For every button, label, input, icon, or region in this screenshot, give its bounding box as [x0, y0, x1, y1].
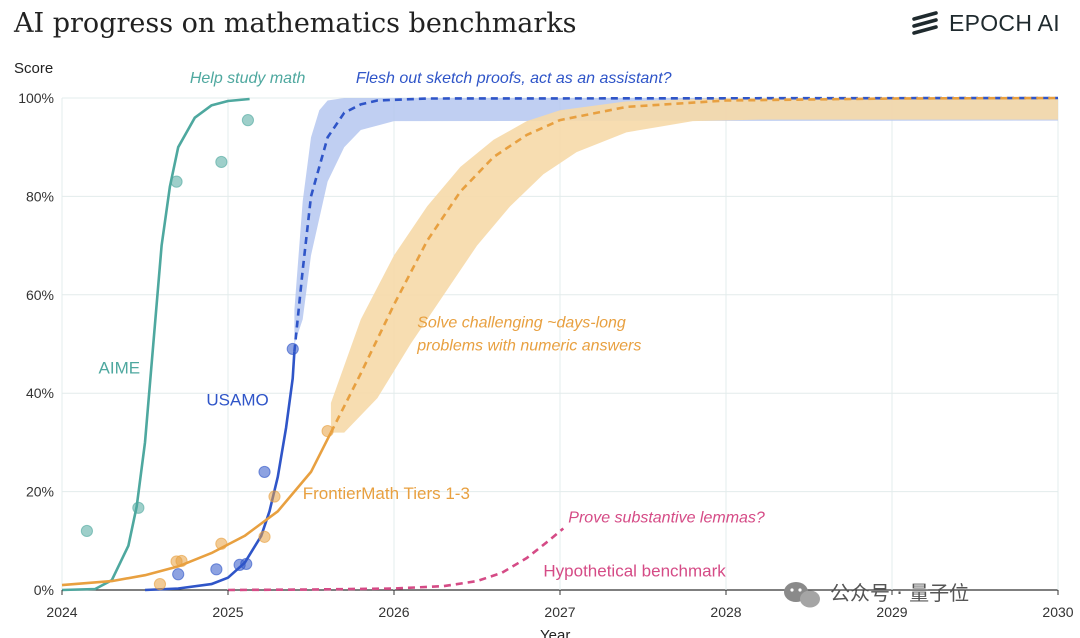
frontiermath-tiers-1-3-projection-line: [329, 96, 1059, 434]
wechat-icon: [784, 582, 820, 608]
usamo-data-point: [258, 465, 271, 479]
y-tick-label: 20%: [26, 484, 54, 500]
annotation-help-study-math: Help study math: [190, 70, 306, 87]
usamo-confidence-band: [294, 98, 1058, 344]
usamo-data-point: [210, 563, 223, 576]
usamo-data-point: [172, 568, 185, 581]
frontiermath-tiers-1-3-fit-line: [61, 432, 333, 587]
frontiermath-tiers-1-3-data-point: [258, 530, 271, 543]
watermark-text: 公众号 · 量子位: [830, 581, 969, 605]
usamo-data-point: [286, 342, 299, 356]
y-tick-label: 60%: [26, 287, 54, 303]
y-axis-title: Score: [14, 60, 53, 77]
x-tick-label: 2029: [876, 604, 907, 620]
aime-series-label: AIME: [99, 359, 141, 378]
brand-name: EPOCH AI: [948, 10, 1060, 36]
x-tick-label: 2027: [544, 604, 575, 620]
x-tick-label: 2024: [46, 604, 77, 620]
usamo-projection-line: [293, 96, 1059, 352]
y-tick-label: 100%: [18, 90, 54, 106]
frontiermath-tiers-1-3-data-point: [153, 577, 167, 591]
hypothetical-benchmark-series-label: Hypothetical benchmark: [543, 562, 726, 581]
data-points: [80, 114, 334, 591]
y-tick-label: 0%: [34, 582, 54, 598]
usamo-series-label: USAMO: [206, 391, 268, 410]
x-axis-title: Year: [540, 627, 570, 638]
aime-fit-line: [61, 97, 250, 592]
aime-data-point: [132, 501, 145, 514]
annotation-problems-with-numeric-answers: problems with numeric answers: [416, 337, 641, 354]
annotation-prove-substantive-lemmas: Prove substantive lemmas?: [568, 510, 765, 527]
axes: Score Year 0% 20% 40% 60% 80% 100% 2024 2025 202…: [14, 60, 1074, 638]
x-tick-label: 2025: [212, 604, 243, 620]
x-tick-label: 2030: [1042, 604, 1073, 620]
series-lines: [61, 96, 1059, 592]
usamo-fit-line: [144, 351, 296, 592]
brand-logo: EPOCH AI: [911, 10, 1060, 37]
x-tick-label: 2026: [378, 604, 409, 620]
annotation-solve-challenging-days-long: Solve challenging ~days-long: [417, 314, 626, 331]
y-tick-label: 40%: [26, 385, 54, 401]
hypothetical-benchmark-projection-line: [227, 527, 565, 592]
epoch-stripes-icon: [912, 10, 938, 35]
frontiermath-tiers-1-3-data-point: [175, 554, 188, 568]
annotation-flesh-out-sketch-proofs-act-as-an-assistant: Flesh out sketch proofs, act as an assis…: [356, 70, 672, 87]
frontiermath-tiers-1-3-data-point: [268, 490, 281, 503]
y-tick-label: 80%: [26, 188, 54, 204]
aime-data-point: [241, 114, 255, 127]
page-title: AI progress on mathematics benchmarks: [14, 8, 577, 39]
watermark: 公众号 · 量子位: [784, 581, 969, 608]
labels: AIME USAMO FrontierMath Tiers 1-3 Hypotheti…: [99, 70, 765, 580]
frontiermath-tiers-1-3-data-point: [321, 424, 334, 438]
frontiermath-tiers-1-3-confidence-band: [330, 98, 1058, 433]
usamo-data-point: [240, 557, 253, 571]
x-tick-label: 2028: [710, 604, 741, 620]
aime-data-point: [80, 524, 94, 538]
frontiermath-tiers-1-3-series-label: FrontierMath Tiers 1-3: [303, 484, 470, 503]
confidence-bands: [294, 98, 1058, 433]
frontiermath-tiers-1-3-data-point: [215, 537, 228, 550]
aime-data-point: [170, 175, 183, 188]
aime-data-point: [215, 155, 228, 169]
